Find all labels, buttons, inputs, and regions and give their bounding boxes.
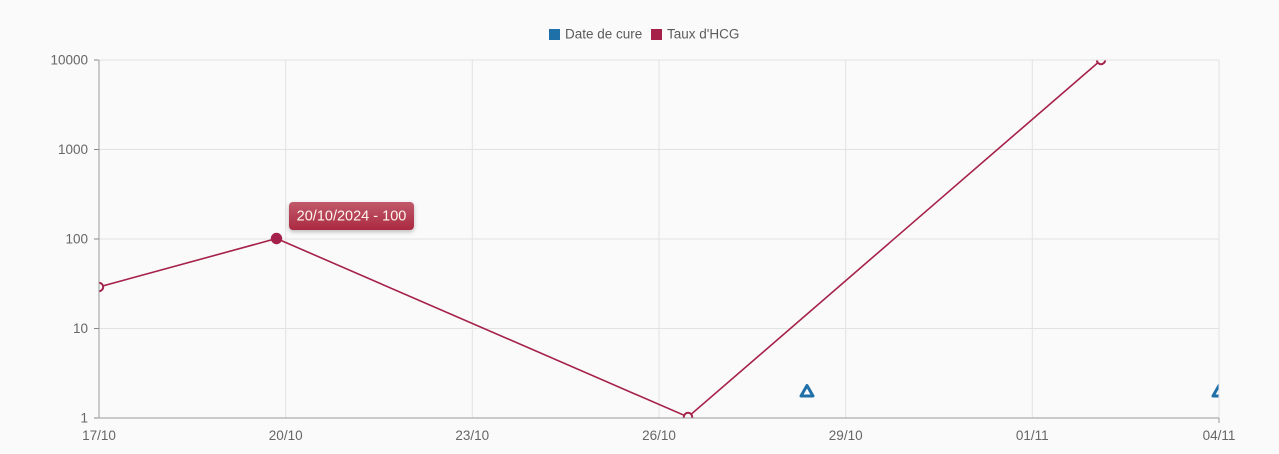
svg-text:23/10: 23/10 bbox=[455, 428, 489, 443]
svg-text:20/10/2024 - 100: 20/10/2024 - 100 bbox=[297, 209, 407, 225]
svg-text:10: 10 bbox=[73, 321, 88, 336]
svg-text:20/10: 20/10 bbox=[269, 428, 303, 443]
svg-text:01/11: 01/11 bbox=[1016, 428, 1049, 443]
svg-text:1: 1 bbox=[80, 411, 88, 426]
svg-text:Date de cure: Date de cure bbox=[565, 27, 642, 42]
svg-text:17/10: 17/10 bbox=[82, 428, 116, 443]
svg-text:10000: 10000 bbox=[50, 53, 88, 68]
svg-text:1000: 1000 bbox=[58, 142, 88, 157]
svg-text:100: 100 bbox=[65, 232, 88, 247]
svg-text:Taux d'HCG: Taux d'HCG bbox=[667, 27, 739, 42]
svg-text:26/10: 26/10 bbox=[642, 428, 676, 443]
svg-text:04/11: 04/11 bbox=[1203, 428, 1236, 443]
svg-text:29/10: 29/10 bbox=[829, 428, 863, 443]
